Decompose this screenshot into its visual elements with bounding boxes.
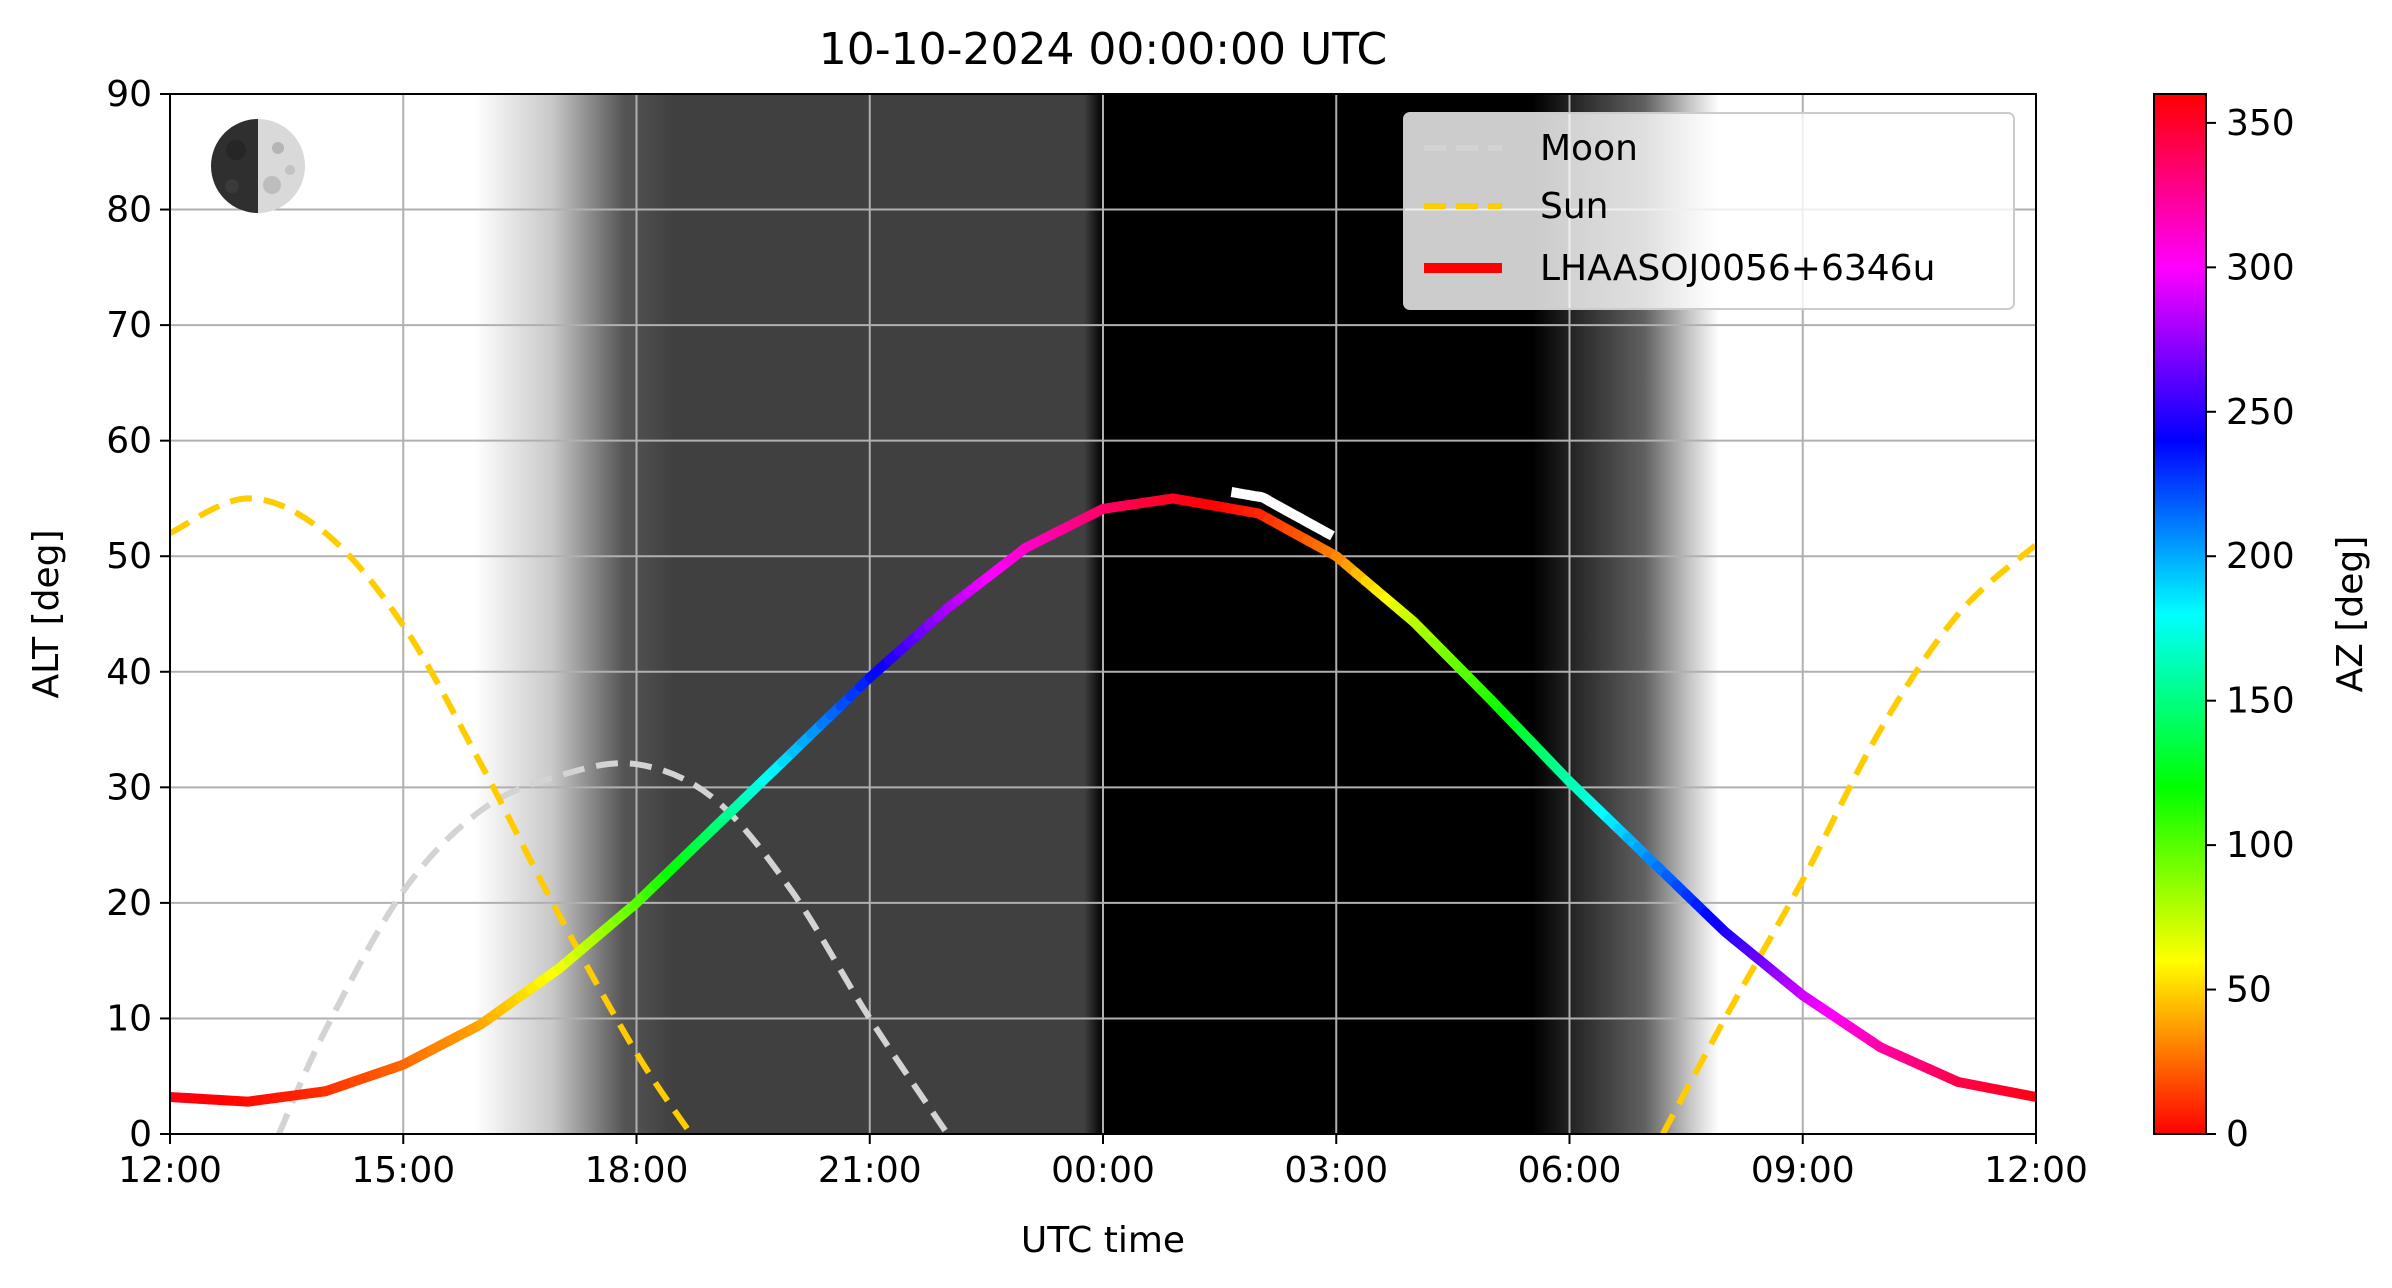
- y-tick-label: 10: [106, 998, 152, 1039]
- y-tick-label: 70: [106, 305, 152, 346]
- x-tick-label: 21:00: [818, 1150, 922, 1191]
- colorbar-tick-label: 250: [2226, 392, 2295, 433]
- y-tick-label: 40: [106, 652, 152, 693]
- legend: Moon Sun LHAASOJ0056+6346u: [1403, 112, 2015, 310]
- colorbar-tick-label: 300: [2226, 247, 2295, 288]
- x-tick-label: 03:00: [1284, 1150, 1388, 1191]
- target-segment: [2021, 1090, 2036, 1103]
- y-tick-label: 90: [106, 74, 152, 115]
- target-altitude-line: [170, 493, 2036, 1107]
- y-tick-label: 20: [106, 883, 152, 924]
- colorbar-tick-label: 150: [2226, 681, 2295, 722]
- colorbar-label: AZ [deg]: [2330, 536, 2371, 693]
- y-tick-label: 60: [106, 421, 152, 462]
- x-tick-label: 09:00: [1751, 1150, 1855, 1191]
- x-tick-label: 12:00: [118, 1150, 222, 1191]
- chart-title: 10-10-2024 00:00:00 UTC: [819, 24, 1388, 75]
- y-axis-label: ALT [deg]: [26, 529, 67, 698]
- legend-label-sun: Sun: [1540, 186, 1608, 227]
- y-tick-label: 30: [106, 767, 152, 808]
- y-tick-label: 50: [106, 536, 152, 577]
- x-tick-label: 00:00: [1051, 1150, 1155, 1191]
- x-tick-label: 12:00: [1984, 1150, 2088, 1191]
- legend-box: [1403, 112, 2015, 310]
- y-tick-label: 0: [129, 1114, 152, 1155]
- x-axis-label: UTC time: [1021, 1220, 1185, 1261]
- moon-altitude-line: [276, 760, 950, 1134]
- x-tick-label: 06:00: [1518, 1150, 1622, 1191]
- legend-label-moon: Moon: [1540, 128, 1638, 169]
- observation-window-marker: [1230, 487, 1335, 541]
- sun-altitude-line: [1660, 542, 2036, 1134]
- moon-phase-icon: [211, 119, 305, 213]
- x-tick-label: 15:00: [351, 1150, 455, 1191]
- colorbar-tick-label: 350: [2226, 103, 2295, 144]
- legend-label-target: LHAASOJ0056+6346u: [1540, 248, 1935, 289]
- colorbar: [2153, 93, 2207, 1135]
- colorbar-tick-label: 200: [2226, 536, 2295, 577]
- y-tick-label: 80: [106, 190, 152, 231]
- colorbar-tick-label: 0: [2226, 1114, 2249, 1155]
- colorbar-tick-label: 50: [2226, 970, 2272, 1011]
- colorbar-tick-label: 100: [2226, 825, 2295, 866]
- x-tick-label: 18:00: [585, 1150, 689, 1191]
- sun-altitude-line: [170, 495, 694, 1134]
